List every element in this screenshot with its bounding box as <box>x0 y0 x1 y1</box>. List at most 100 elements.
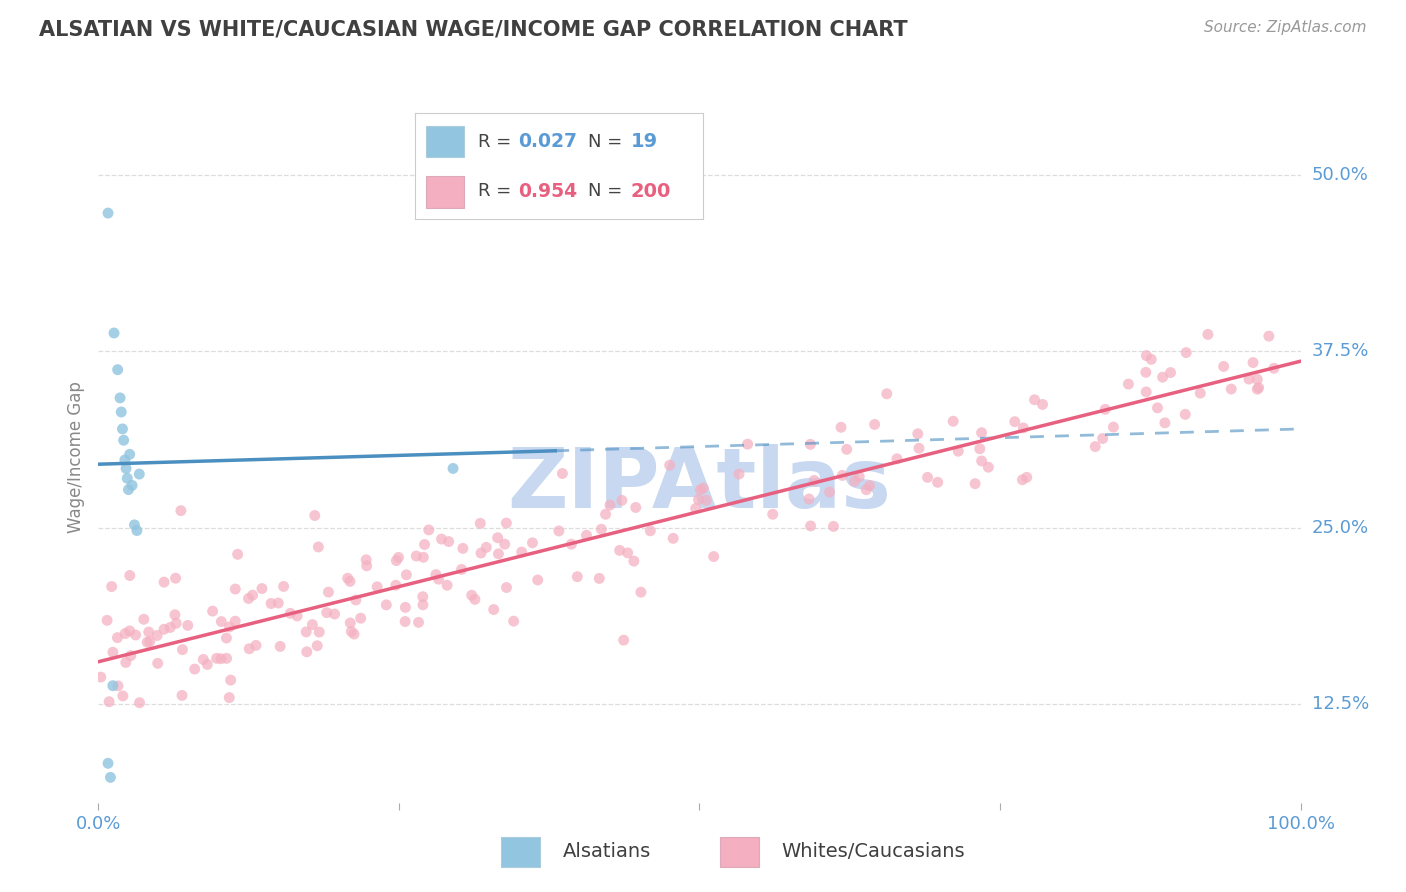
Point <box>98 695 121 709</box>
Point <box>470 516 492 531</box>
Point <box>103 326 125 340</box>
Point <box>567 570 589 584</box>
Point <box>689 483 711 497</box>
Point <box>146 657 169 671</box>
Point <box>153 622 176 636</box>
Point <box>385 553 408 567</box>
Point <box>965 476 987 491</box>
Point <box>395 567 418 582</box>
Point <box>495 581 517 595</box>
Point <box>172 642 194 657</box>
Point <box>927 475 949 490</box>
Point <box>354 553 377 567</box>
Point <box>412 590 434 604</box>
Point <box>307 639 329 653</box>
Point <box>1091 432 1114 446</box>
Point <box>260 597 283 611</box>
Point <box>245 638 267 652</box>
Point <box>307 540 329 554</box>
Point <box>125 524 148 538</box>
Point <box>522 536 544 550</box>
Point <box>387 550 409 565</box>
Point <box>356 558 378 573</box>
Point <box>844 475 866 489</box>
Point <box>430 532 453 546</box>
Point <box>413 537 436 551</box>
Point <box>1102 420 1125 434</box>
Point <box>1135 384 1157 399</box>
Point <box>124 628 146 642</box>
Point <box>97 206 120 220</box>
Point <box>482 602 505 616</box>
Point <box>1197 327 1219 342</box>
Point <box>412 550 434 565</box>
Point <box>238 591 260 606</box>
Point <box>800 519 823 533</box>
Point <box>1154 416 1177 430</box>
Point <box>599 498 621 512</box>
Point <box>595 508 617 522</box>
Point <box>118 568 141 582</box>
Point <box>588 571 610 585</box>
Point <box>977 460 1000 475</box>
Point <box>1024 392 1046 407</box>
Text: 25.0%: 25.0% <box>1312 518 1369 537</box>
Point <box>100 580 122 594</box>
Point <box>942 414 965 428</box>
Point <box>339 574 361 589</box>
Point <box>138 625 160 640</box>
Text: 0.954: 0.954 <box>519 182 578 201</box>
Point <box>737 437 759 451</box>
Point <box>278 607 301 621</box>
Point <box>658 458 681 473</box>
Point <box>475 541 498 555</box>
Point <box>163 607 186 622</box>
Point <box>917 470 939 484</box>
Point <box>318 585 340 599</box>
Point <box>799 437 821 451</box>
Point <box>111 689 134 703</box>
Point <box>831 468 853 483</box>
Point <box>1146 401 1168 415</box>
Point <box>165 571 187 585</box>
Point <box>250 582 273 596</box>
Point <box>1212 359 1234 374</box>
Point <box>308 625 330 640</box>
Point <box>1012 421 1035 435</box>
Text: 50.0%: 50.0% <box>1312 166 1368 184</box>
Point <box>591 522 613 536</box>
Point <box>1011 473 1033 487</box>
Text: N =: N = <box>588 182 627 200</box>
Point <box>560 537 582 551</box>
Point <box>510 545 533 559</box>
Point <box>343 627 366 641</box>
Point <box>425 567 447 582</box>
Point <box>613 633 636 648</box>
Point <box>692 481 714 495</box>
Point <box>762 508 785 522</box>
Point <box>907 426 929 441</box>
Point <box>114 453 136 467</box>
Point <box>1084 440 1107 454</box>
Point <box>177 618 200 632</box>
Text: Source: ZipAtlas.com: Source: ZipAtlas.com <box>1204 20 1367 35</box>
Point <box>1118 377 1140 392</box>
Point <box>1175 345 1198 359</box>
Text: R =: R = <box>478 133 517 151</box>
Text: 12.5%: 12.5% <box>1312 695 1369 713</box>
Point <box>114 626 136 640</box>
Point <box>969 442 991 456</box>
Point <box>502 614 524 628</box>
Point <box>547 524 569 538</box>
Point <box>101 679 124 693</box>
Point <box>238 641 260 656</box>
Point <box>610 493 633 508</box>
Point <box>218 620 240 634</box>
Point <box>830 420 852 434</box>
Point <box>195 657 218 672</box>
Point <box>304 508 326 523</box>
Point <box>139 634 162 648</box>
Point <box>1135 349 1157 363</box>
Point <box>1152 370 1174 384</box>
Point <box>209 651 232 665</box>
